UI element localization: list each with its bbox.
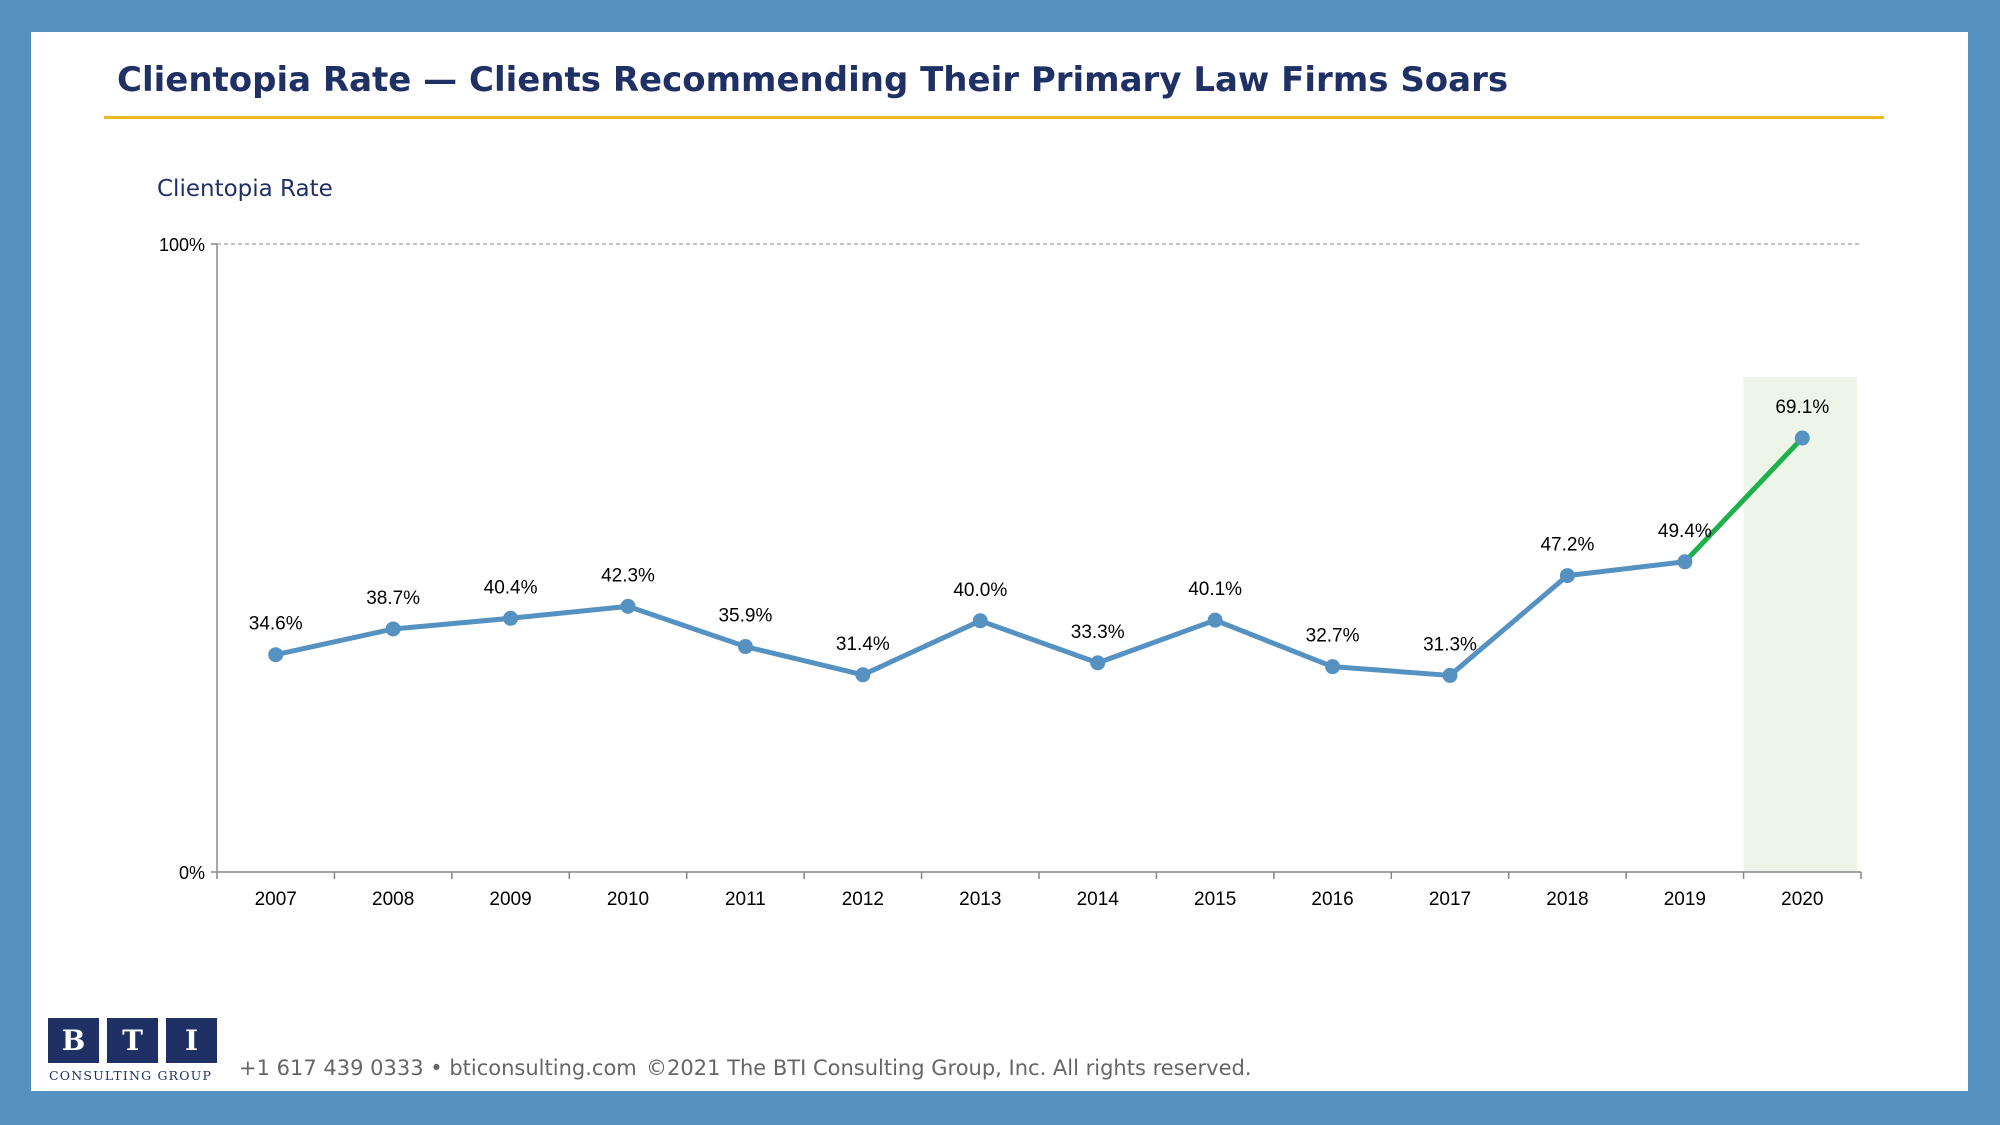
data-point [385, 621, 401, 637]
title-rule [104, 116, 1884, 119]
x-tick-label: 2009 [489, 889, 531, 910]
data-point [1442, 667, 1458, 683]
highlight-segment-line [1682, 435, 1805, 565]
x-tick-label: 2019 [1664, 889, 1706, 910]
y-tick-label-min: 0% [179, 863, 205, 883]
x-tick-label: 2017 [1429, 889, 1471, 910]
data-point [737, 639, 753, 655]
data-label: 42.3% [601, 565, 655, 586]
x-tick-label: 2014 [1077, 889, 1120, 910]
data-label: 40.4% [484, 577, 538, 598]
data-label: 40.1% [1188, 579, 1242, 600]
logo-subtitle: CONSULTING GROUP [49, 1068, 213, 1083]
data-label: 38.7% [366, 588, 420, 609]
data-label: 33.3% [1071, 622, 1125, 643]
y-tick-label-max: 100% [159, 235, 205, 255]
data-label: 40.0% [953, 580, 1007, 601]
data-label: 31.3% [1423, 634, 1477, 655]
data-label: 49.4% [1658, 521, 1712, 542]
data-point [1677, 554, 1693, 570]
footer-contact: +1 617 439 0333 • bticonsulting.com [239, 1056, 637, 1080]
data-point [1090, 655, 1106, 671]
y-axis-title: Clientopia Rate [157, 176, 333, 202]
highlight-band [1743, 377, 1857, 872]
x-tick-label: 2011 [725, 889, 766, 910]
x-tick-label: 2016 [1311, 889, 1353, 910]
data-label: 47.2% [1540, 535, 1594, 556]
data-point [1559, 568, 1575, 584]
data-point [620, 598, 636, 614]
data-label: 35.9% [718, 606, 772, 627]
page-title: Clientopia Rate — Clients Recommending T… [117, 60, 1509, 100]
x-tick-label: 2010 [607, 889, 649, 910]
data-point [972, 613, 988, 629]
x-tick-label: 2018 [1546, 889, 1588, 910]
line-chart: 0% 100% Clientopia Rate 2007 2008 2009 2010 201… [157, 176, 1862, 910]
data-point [1325, 659, 1341, 675]
data-point [268, 647, 284, 663]
data-point [855, 667, 871, 683]
footer-copyright: ©2021 The BTI Consulting Group, Inc. All… [646, 1056, 1252, 1080]
slide: Clientopia Rate — Clients Recommending T… [31, 32, 1968, 1091]
logo-letter-b: B [48, 1018, 99, 1063]
data-label: 31.4% [836, 634, 890, 655]
logo-letter-t: T [107, 1018, 158, 1063]
data-label: 69.1% [1775, 397, 1829, 418]
data-point [1794, 430, 1810, 446]
data-point [1207, 612, 1223, 628]
x-tick-label: 2015 [1194, 889, 1236, 910]
x-tick-label: 2008 [372, 889, 414, 910]
x-tick-label: 2012 [842, 889, 884, 910]
data-point [503, 610, 519, 626]
x-tick-label: 2013 [959, 889, 1001, 910]
logo-letter-i: I [166, 1018, 217, 1063]
data-label: 32.7% [1306, 626, 1360, 647]
x-tick-label: 2020 [1781, 889, 1823, 910]
x-tick-label: 2007 [255, 889, 297, 910]
data-label: 34.6% [249, 614, 303, 635]
